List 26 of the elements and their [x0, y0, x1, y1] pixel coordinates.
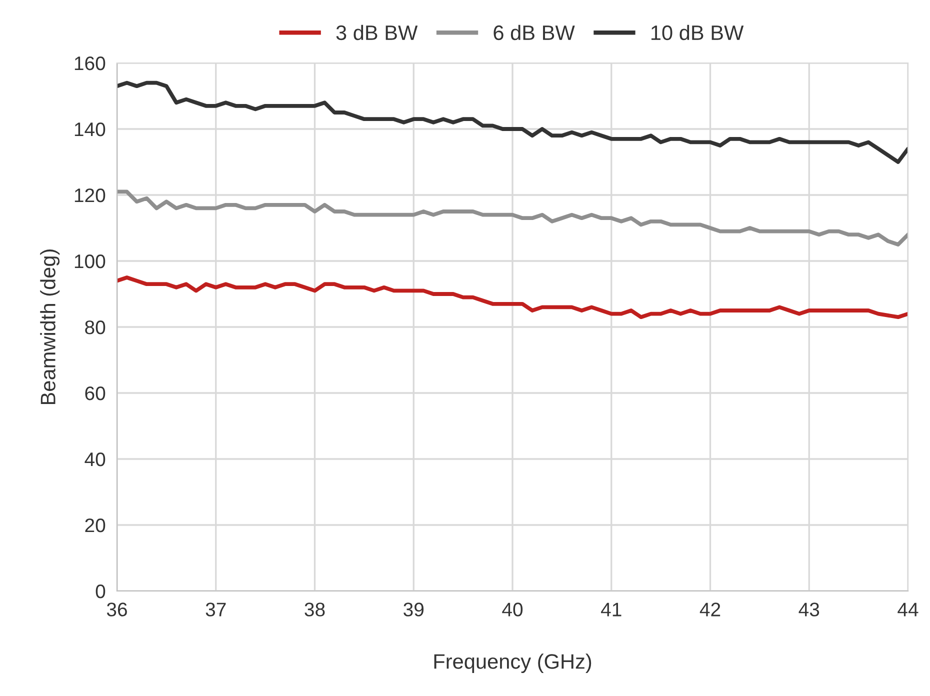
y-tick-label: 120 [74, 188, 106, 202]
y-tick-label: 100 [74, 254, 106, 268]
line-series [117, 276, 908, 320]
x-tick-label: 36 [106, 602, 127, 616]
x-tick-label: 43 [798, 602, 820, 616]
legend-label: 10 dB BW [651, 24, 744, 40]
x-axis-title: Frequency (GHz) [434, 654, 592, 673]
y-tick-label: 60 [85, 386, 106, 400]
y-tick-label: 160 [74, 56, 106, 70]
y-tick-label: 140 [74, 122, 106, 136]
y-axis-title: Beamwidth (deg) [40, 250, 60, 404]
x-tick-label: 42 [700, 602, 720, 616]
y-tick-label: 40 [84, 452, 106, 466]
y-tick-label: 0 [96, 584, 106, 598]
x-tick-label: 41 [601, 602, 622, 616]
legend-label: 6 dB BW [494, 24, 575, 40]
x-tick-label: 44 [898, 602, 918, 616]
x-tick-label: 38 [304, 602, 325, 616]
x-tick-label: 40 [502, 602, 523, 616]
y-tick-label: 20 [85, 518, 106, 532]
legend-label: 3 dB BW [336, 24, 418, 40]
x-tick-label: 39 [404, 602, 424, 616]
x-tick-label: 37 [206, 602, 226, 616]
line-series [117, 190, 908, 246]
line-series [117, 80, 908, 164]
y-tick-label: 80 [85, 320, 106, 334]
